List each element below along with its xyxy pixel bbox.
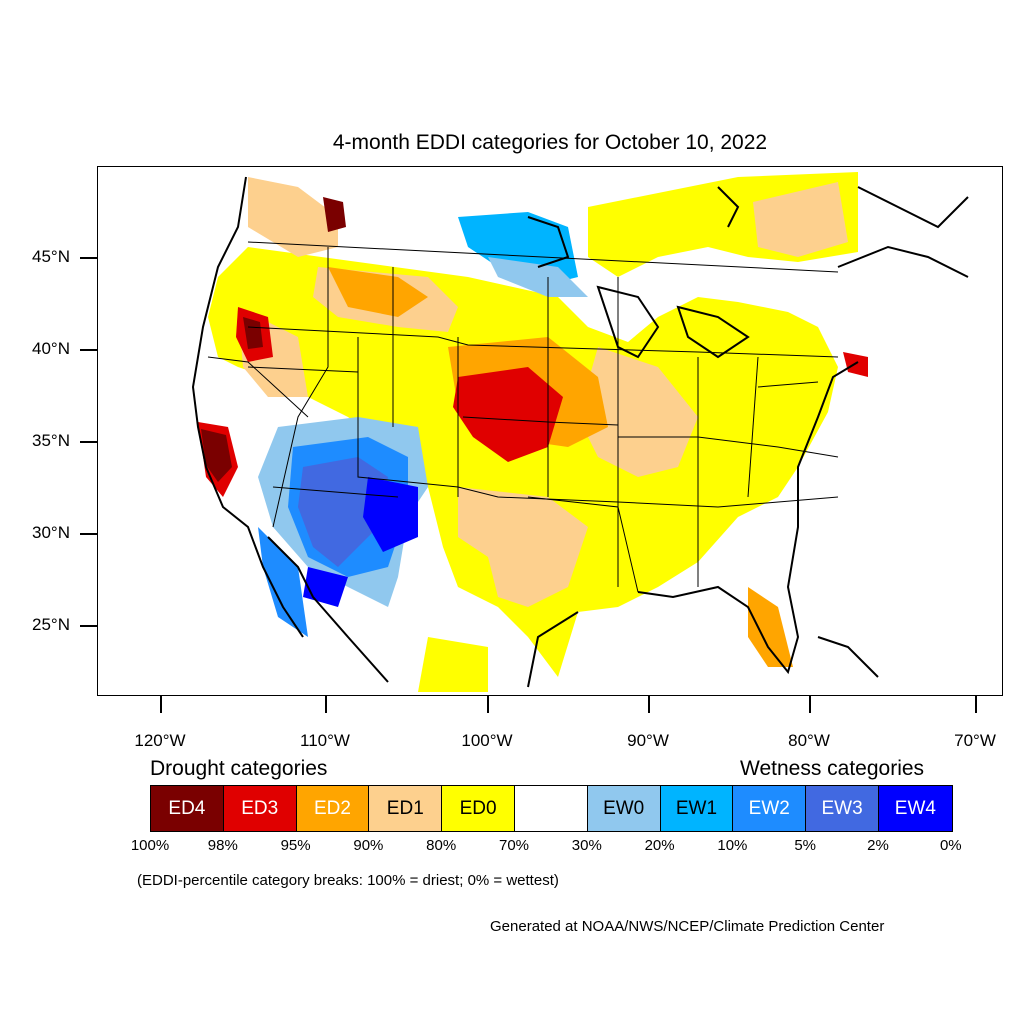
region-ed0-mexico — [418, 637, 488, 692]
legend-percentile-label: 0% — [939, 837, 962, 854]
legend-percentile-label: 100% — [130, 837, 170, 854]
legend-colorbar: ED4 ED3 ED2 ED1 ED0 EW0 EW1 EW2 EW3 EW4 — [150, 785, 953, 832]
lon-tick — [809, 696, 811, 713]
region-ed2-florida — [748, 587, 793, 667]
legend-percentile-label: 5% — [794, 837, 817, 854]
lon-label-80: 80°W — [788, 731, 830, 750]
lat-label-30: 30°N — [32, 523, 70, 542]
lat-tick — [80, 257, 97, 259]
legend-percentile-label: 2% — [867, 837, 889, 854]
legend-percentile-label: 20% — [644, 837, 675, 854]
wetness-categories-title: Wetness categories — [740, 757, 925, 780]
percentile-note: (EDDI-percentile category breaks: 100% =… — [137, 872, 559, 889]
legend-percentile-label: 10% — [717, 837, 748, 854]
state-boundaries — [207, 241, 839, 593]
map-title: 4-month EDDI categories for October 10, … — [332, 131, 768, 154]
legend-swatch: EW3 — [806, 786, 879, 831]
legend-percentile-label: 95% — [280, 837, 311, 854]
region-ed1-northwest — [248, 177, 338, 257]
legend-swatch: EW4 — [878, 786, 952, 831]
lat-tick — [80, 441, 97, 443]
lon-label-90: 90°W — [627, 731, 669, 750]
lon-label-100: 100°W — [461, 731, 513, 750]
eddi-map — [186, 172, 969, 692]
legend-swatch — [514, 786, 588, 831]
legend-swatch: ED2 — [296, 786, 370, 831]
lon-tick — [325, 696, 327, 713]
region-ed0-north — [208, 247, 838, 677]
legend-swatch: EW0 — [587, 786, 661, 831]
region-ew3-southwest — [298, 457, 388, 567]
drought-categories-title: Drought categories — [150, 757, 328, 780]
region-ed1-midwest — [578, 347, 698, 477]
legend-percentile-label: 90% — [353, 837, 384, 854]
legend-swatch: ED3 — [223, 786, 297, 831]
legend-swatch: EW2 — [733, 786, 807, 831]
lon-tick — [975, 696, 977, 713]
legend-swatch: EW1 — [660, 786, 734, 831]
lon-tick — [160, 696, 162, 713]
lat-label-25: 25°N — [32, 615, 70, 634]
lat-label-35: 35°N — [32, 431, 70, 450]
lon-label-120: 120°W — [134, 731, 186, 750]
region-ed3-nebraska — [453, 367, 563, 462]
legend-percentile-label: 98% — [207, 837, 238, 854]
region-ew1-baja — [258, 527, 308, 637]
region-ed4-oregon — [243, 317, 263, 349]
lat-tick — [80, 625, 97, 627]
lon-label-70: 70°W — [954, 731, 996, 750]
legend-swatch: ED0 — [442, 786, 515, 831]
lat-tick — [80, 349, 97, 351]
region-ed2-northwest — [328, 267, 428, 317]
coastlines — [191, 176, 969, 688]
legend-percentile-label: 80% — [426, 837, 457, 854]
credit-line: Generated at NOAA/NWS/NCEP/Climate Predi… — [490, 918, 885, 935]
lon-tick — [487, 696, 489, 713]
lat-label-40: 40°N — [32, 339, 70, 358]
region-ed1-texas — [458, 487, 588, 607]
region-ed4-california — [201, 429, 232, 482]
legend-swatch: ED1 — [369, 786, 443, 831]
lon-tick — [648, 696, 650, 713]
region-ed1-canada — [753, 182, 848, 257]
region-ew0-great-lakes — [488, 257, 588, 297]
legend-percentile-label: 30% — [571, 837, 602, 854]
legend-percentile-label: 70% — [498, 837, 530, 854]
region-ed4-idaho — [323, 197, 346, 232]
lon-label-110: 110°W — [300, 731, 350, 750]
lat-tick — [80, 533, 97, 535]
legend-swatch: ED4 — [151, 786, 224, 831]
lat-label-45: 45°N — [32, 247, 70, 266]
map-frame — [97, 166, 1003, 696]
